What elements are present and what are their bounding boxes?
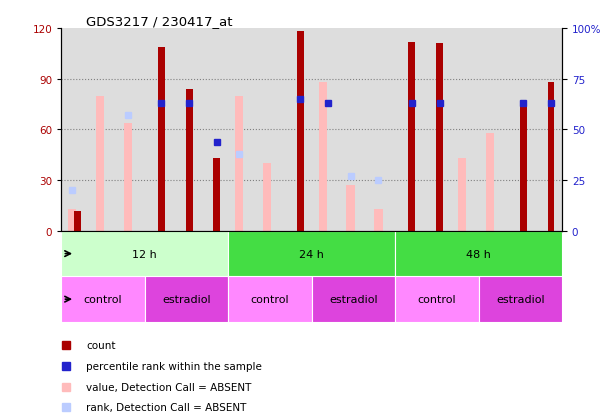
Text: GDS3217 / 230417_at: GDS3217 / 230417_at: [86, 15, 233, 28]
Text: control: control: [84, 294, 122, 304]
Bar: [408, 43, 415, 231]
Bar: [145, 277, 228, 322]
Bar: [68, 209, 76, 231]
Bar: [123, 123, 132, 231]
Bar: [374, 209, 382, 231]
Text: 24 h: 24 h: [299, 249, 324, 259]
Text: 48 h: 48 h: [466, 249, 491, 259]
Bar: [478, 277, 562, 322]
Bar: [213, 159, 221, 231]
Bar: [312, 277, 395, 322]
Text: 12 h: 12 h: [132, 249, 157, 259]
Bar: [75, 211, 81, 231]
Bar: [61, 231, 228, 277]
Bar: [318, 83, 327, 231]
Bar: [486, 133, 494, 231]
Text: count: count: [86, 340, 115, 350]
Bar: [297, 32, 304, 231]
Bar: [228, 231, 395, 277]
Bar: [158, 47, 165, 231]
Text: control: control: [417, 294, 456, 304]
Text: estradiol: estradiol: [329, 294, 378, 304]
Text: control: control: [251, 294, 289, 304]
Text: percentile rank within the sample: percentile rank within the sample: [86, 361, 262, 371]
Bar: [395, 231, 562, 277]
Bar: [395, 277, 478, 322]
Text: estradiol: estradiol: [162, 294, 211, 304]
Bar: [547, 83, 554, 231]
Bar: [263, 164, 271, 231]
Text: rank, Detection Call = ABSENT: rank, Detection Call = ABSENT: [86, 402, 246, 412]
Text: estradiol: estradiol: [496, 294, 544, 304]
Text: value, Detection Call = ABSENT: value, Detection Call = ABSENT: [86, 382, 252, 392]
Bar: [235, 96, 243, 231]
Bar: [436, 44, 443, 231]
Bar: [186, 90, 192, 231]
Bar: [520, 105, 527, 231]
Bar: [96, 96, 104, 231]
Bar: [346, 186, 355, 231]
Bar: [61, 277, 145, 322]
Bar: [228, 277, 312, 322]
Bar: [458, 159, 466, 231]
